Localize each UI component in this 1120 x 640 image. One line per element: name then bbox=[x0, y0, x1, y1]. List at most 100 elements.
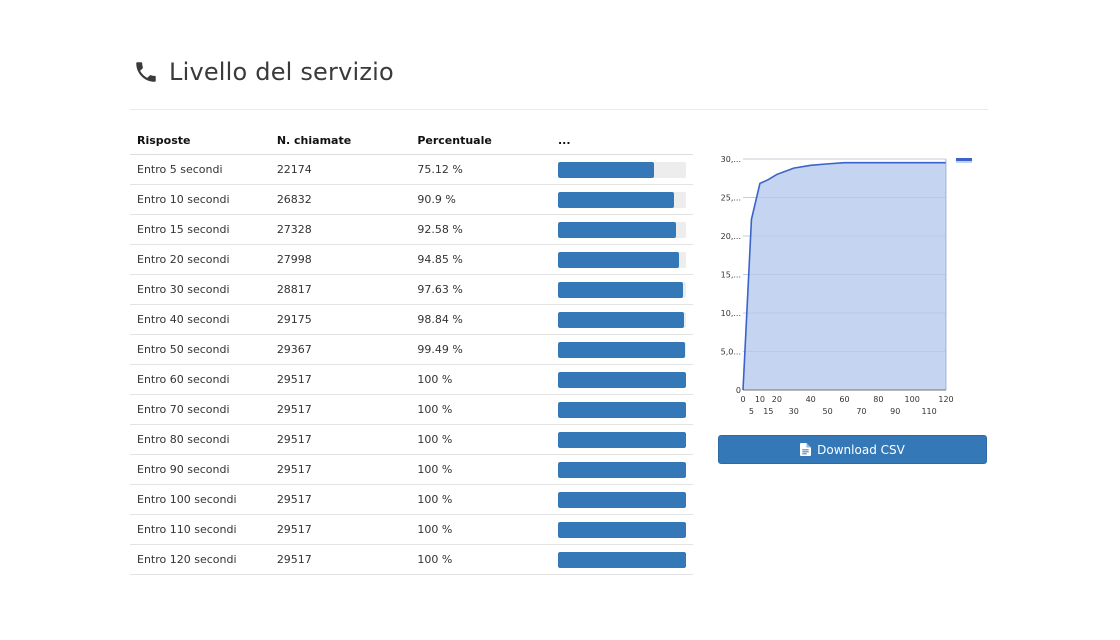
cell-percentuale: 75.12 % bbox=[410, 154, 551, 185]
x-tick-label: 50 bbox=[822, 407, 832, 416]
y-tick-label: 20,... bbox=[721, 232, 741, 241]
progress-bar-fill bbox=[557, 221, 677, 238]
cell-percentuale: 98.84 % bbox=[410, 304, 551, 335]
cell-chiamate: 22174 bbox=[269, 154, 411, 185]
cell-risposte: Entro 40 secondi bbox=[130, 304, 270, 335]
progress-bar bbox=[557, 311, 686, 328]
cell-progress bbox=[550, 514, 693, 545]
cell-percentuale: 100 % bbox=[410, 454, 551, 485]
service-level-table: Risposte N. chiamate Percentuale ... Ent… bbox=[130, 126, 693, 575]
cell-risposte: Entro 90 secondi bbox=[130, 454, 270, 485]
cell-progress bbox=[550, 304, 693, 335]
cell-risposte: Entro 100 secondi bbox=[130, 484, 270, 515]
cell-chiamate: 29517 bbox=[269, 394, 411, 425]
column-header-risposte[interactable]: Risposte bbox=[130, 126, 270, 155]
cell-progress bbox=[550, 424, 693, 455]
table-row: Entro 90 secondi 29517 100 % bbox=[130, 454, 693, 485]
cell-chiamate: 29517 bbox=[269, 364, 411, 395]
cell-chiamate: 29367 bbox=[269, 334, 411, 365]
cell-progress bbox=[550, 274, 693, 305]
y-tick-label: 10,... bbox=[721, 309, 741, 318]
column-header-chiamate[interactable]: N. chiamate bbox=[269, 126, 411, 155]
progress-bar bbox=[557, 491, 686, 508]
cell-percentuale: 100 % bbox=[410, 544, 551, 575]
progress-bar-fill bbox=[557, 251, 680, 268]
cell-chiamate: 29517 bbox=[269, 484, 411, 515]
legend-swatch-fill bbox=[956, 161, 972, 163]
legend-swatch bbox=[956, 158, 972, 161]
x-tick-label: 110 bbox=[921, 407, 936, 416]
x-tick-label: 100 bbox=[905, 395, 920, 404]
column-header-bar[interactable]: ... bbox=[550, 126, 693, 155]
progress-bar bbox=[557, 251, 686, 268]
cell-risposte: Entro 15 secondi bbox=[130, 214, 270, 245]
cell-risposte: Entro 110 secondi bbox=[130, 514, 270, 545]
progress-bar-fill bbox=[557, 521, 686, 538]
cell-progress bbox=[550, 454, 693, 485]
table-row: Entro 5 secondi 22174 75.12 % bbox=[130, 154, 693, 185]
y-tick-label: 15,... bbox=[721, 271, 741, 280]
cell-percentuale: 100 % bbox=[410, 394, 551, 425]
cell-percentuale: 94.85 % bbox=[410, 244, 551, 275]
y-tick-label: 5,0... bbox=[721, 348, 741, 357]
table-row: Entro 20 secondi 27998 94.85 % bbox=[130, 244, 693, 275]
x-tick-label: 5 bbox=[749, 407, 754, 416]
cell-chiamate: 27998 bbox=[269, 244, 411, 275]
table-row: Entro 100 secondi 29517 100 % bbox=[130, 484, 693, 515]
table-row: Entro 10 secondi 26832 90.9 % bbox=[130, 184, 693, 215]
table-row: Entro 50 secondi 29367 99.49 % bbox=[130, 334, 693, 365]
cell-risposte: Entro 5 secondi bbox=[130, 154, 270, 185]
progress-bar bbox=[557, 281, 686, 298]
y-tick-label: 25,... bbox=[721, 194, 741, 203]
column-header-percentuale[interactable]: Percentuale bbox=[410, 126, 551, 155]
cell-progress bbox=[550, 184, 693, 215]
table-row: Entro 120 secondi 29517 100 % bbox=[130, 544, 693, 575]
y-tick-label: 30,... bbox=[721, 155, 741, 164]
area-fill bbox=[743, 162, 946, 390]
x-tick-label: 20 bbox=[772, 395, 782, 404]
progress-bar-fill bbox=[557, 281, 683, 298]
service-level-chart: 0 5,0... 10,... 15,... 20,... 25,... 30,... 0 10… bbox=[716, 146, 986, 422]
progress-bar bbox=[557, 341, 686, 358]
x-tick-label: 90 bbox=[890, 407, 900, 416]
cell-chiamate: 29517 bbox=[269, 454, 411, 485]
cell-chiamate: 29517 bbox=[269, 424, 411, 455]
x-tick-label: 0 bbox=[740, 395, 745, 404]
progress-bar bbox=[557, 161, 686, 178]
cell-progress bbox=[550, 364, 693, 395]
table-row: Entro 60 secondi 29517 100 % bbox=[130, 364, 693, 395]
download-csv-button[interactable]: Download CSV bbox=[718, 435, 987, 464]
x-tick-label: 15 bbox=[763, 407, 773, 416]
page-header: Livello del servizio bbox=[133, 58, 394, 86]
cell-percentuale: 90.9 % bbox=[410, 184, 551, 215]
progress-bar bbox=[557, 371, 686, 388]
table-row: Entro 80 secondi 29517 100 % bbox=[130, 424, 693, 455]
progress-bar bbox=[557, 191, 686, 208]
cell-percentuale: 97.63 % bbox=[410, 274, 551, 305]
table-row: Entro 40 secondi 29175 98.84 % bbox=[130, 304, 693, 335]
cell-risposte: Entro 120 secondi bbox=[130, 544, 270, 575]
progress-bar-fill bbox=[557, 401, 686, 418]
cell-progress bbox=[550, 244, 693, 275]
table-row: Entro 110 secondi 29517 100 % bbox=[130, 514, 693, 545]
series-line bbox=[742, 161, 946, 391]
cell-progress bbox=[550, 544, 693, 575]
cell-percentuale: 100 % bbox=[410, 514, 551, 545]
phone-icon bbox=[136, 62, 156, 82]
progress-bar-fill bbox=[557, 461, 686, 478]
progress-bar-fill bbox=[557, 341, 686, 358]
cell-percentuale: 100 % bbox=[410, 364, 551, 395]
x-tick-label: 120 bbox=[938, 395, 953, 404]
cell-chiamate: 27328 bbox=[269, 214, 411, 245]
progress-bar bbox=[557, 551, 686, 568]
cell-risposte: Entro 50 secondi bbox=[130, 334, 270, 365]
y-tick-label: 0 bbox=[736, 386, 741, 395]
x-tick-label: 40 bbox=[806, 395, 816, 404]
progress-bar bbox=[557, 461, 686, 478]
cell-percentuale: 99.49 % bbox=[410, 334, 551, 365]
table-header-row: Risposte N. chiamate Percentuale ... bbox=[130, 126, 693, 155]
file-icon bbox=[800, 443, 812, 456]
cell-risposte: Entro 80 secondi bbox=[130, 424, 270, 455]
progress-bar bbox=[557, 401, 686, 418]
